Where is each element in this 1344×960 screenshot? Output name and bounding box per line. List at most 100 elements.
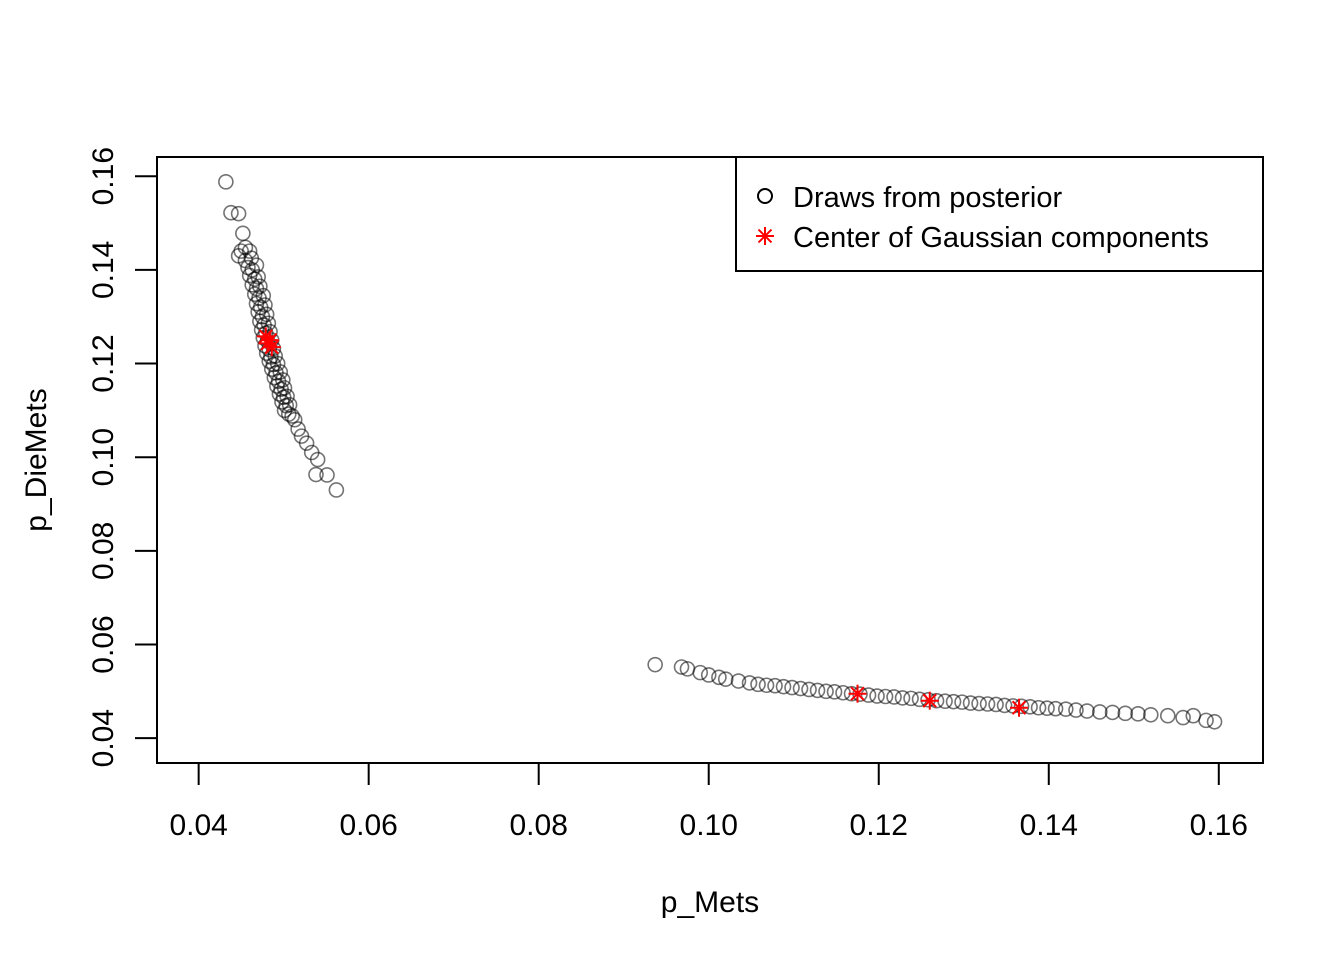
- posterior-draw-point: [218, 174, 234, 190]
- posterior-draw-point: [869, 688, 885, 704]
- data-points: [218, 174, 1223, 730]
- posterior-draw-point: [792, 680, 809, 697]
- posterior-draw-point: [1079, 703, 1095, 719]
- posterior-draw-point: [274, 394, 290, 410]
- y-tick-label: 0.08: [87, 522, 120, 580]
- posterior-draw-point: [1013, 698, 1030, 715]
- posterior-draw-point: [758, 677, 775, 694]
- posterior-draw-point: [319, 467, 335, 483]
- posterior-draw-point: [235, 225, 251, 242]
- posterior-draw-point: [894, 690, 911, 706]
- posterior-draw-point: [741, 675, 758, 691]
- posterior-draw-point: [1117, 705, 1134, 722]
- y-tick-label: 0.10: [87, 428, 120, 486]
- posterior-draw-point: [962, 695, 979, 711]
- x-tick-label: 0.12: [850, 809, 908, 842]
- x-axis-title: p_Mets: [661, 886, 759, 919]
- y-tick-label: 0.04: [87, 709, 120, 767]
- x-axis: 0.04 0.06 0.08 0.10 0.12 0.14 0.16: [169, 762, 1248, 842]
- posterior-draw-point: [250, 304, 266, 320]
- posterior-draw-point: [700, 667, 717, 683]
- posterior-draw-point: [818, 683, 834, 700]
- posterior-draw-point: [1047, 700, 1064, 717]
- gaussian-center-point: [920, 691, 939, 710]
- posterior-draw-point: [223, 204, 239, 221]
- y-tick-label: 0.14: [87, 241, 120, 299]
- posterior-draw-point: [996, 697, 1013, 714]
- posterior-draw-point: [886, 689, 902, 705]
- posterior-draw-point: [1091, 704, 1108, 720]
- x-tick-label: 0.14: [1020, 809, 1078, 842]
- y-tick-label: 0.12: [87, 334, 120, 392]
- legend-label-centers: Center of Gaussian components: [793, 222, 1209, 254]
- posterior-draw-point: [809, 682, 826, 699]
- posterior-draw-point: [298, 435, 315, 451]
- posterior-draw-point: [877, 688, 894, 705]
- posterior-draw-point: [1057, 701, 1074, 717]
- posterior-draw-point: [281, 396, 298, 413]
- legend: Draws from posterior Center of Gaussian …: [735, 156, 1264, 272]
- posterior-draw-point: [269, 378, 285, 394]
- posterior-draw-point: [784, 679, 800, 696]
- posterior-draw-point: [1039, 700, 1055, 717]
- posterior-draw-point: [272, 364, 289, 380]
- posterior-draw-point: [271, 386, 288, 402]
- posterior-draw-point: [911, 691, 928, 708]
- posterior-draw-point: [730, 673, 747, 689]
- y-axis-title: p_DieMets: [20, 388, 53, 531]
- legend-circle-icon: [757, 188, 773, 204]
- posterior-draw-point: [1206, 713, 1223, 730]
- posterior-draw-point: [801, 681, 817, 698]
- legend-label-draws: Draws from posterior: [793, 182, 1062, 214]
- posterior-draw-point: [717, 671, 734, 687]
- x-tick-label: 0.16: [1190, 809, 1248, 842]
- posterior-draw-point: [1030, 699, 1047, 716]
- posterior-draw-point: [692, 664, 709, 681]
- posterior-draw-point: [647, 656, 663, 673]
- posterior-draw-point: [1185, 707, 1202, 724]
- posterior-draw-point: [673, 659, 690, 675]
- x-tick-label: 0.06: [339, 809, 397, 842]
- posterior-draw-point: [1142, 706, 1159, 723]
- posterior-draw-point: [246, 286, 263, 303]
- posterior-draw-point: [775, 678, 792, 695]
- y-axis: 0.04 0.06 0.08 0.10 0.12 0.14 0.16: [87, 147, 158, 767]
- posterior-draw-point: [266, 369, 283, 386]
- posterior-draw-point: [250, 269, 266, 285]
- posterior-draw-point: [328, 482, 345, 498]
- posterior-draw-point: [979, 696, 996, 712]
- x-tick-label: 0.08: [510, 809, 568, 842]
- posterior-draw-point: [767, 677, 783, 694]
- posterior-draw-point: [286, 411, 303, 428]
- posterior-draw-point: [1104, 704, 1121, 721]
- posterior-draw-point: [826, 684, 843, 700]
- posterior-draw-point: [971, 695, 987, 712]
- posterior-draw-point: [903, 690, 919, 707]
- posterior-draw-point: [280, 406, 297, 422]
- legend-asterisk-mark: [756, 227, 774, 245]
- y-tick-label: 0.06: [87, 615, 120, 673]
- posterior-draw-point: [1159, 707, 1176, 724]
- y-tick-label: 0.16: [87, 147, 120, 205]
- posterior-draw-point: [750, 676, 766, 693]
- posterior-draw-point: [711, 669, 727, 686]
- x-tick-label: 0.10: [680, 809, 738, 842]
- posterior-draw-point: [1175, 709, 1191, 726]
- posterior-draw-point: [308, 466, 324, 483]
- posterior-draw-point: [1068, 702, 1084, 718]
- posterior-draw-point: [252, 278, 268, 295]
- posterior-draw-point: [263, 361, 280, 377]
- posterior-draw-point: [244, 277, 261, 293]
- gaussian-center-point: [262, 338, 281, 357]
- posterior-draw-point: [1198, 712, 1214, 729]
- legend-asterisk-icon: [756, 227, 774, 245]
- posterior-draw-point: [1130, 706, 1146, 722]
- posterior-draw-point: [248, 295, 265, 312]
- posterior-draw-point: [954, 694, 970, 710]
- gaussian-center-point: [1010, 698, 1029, 717]
- posterior-draw-point: [261, 353, 278, 369]
- posterior-draw-point: [860, 687, 877, 703]
- gaussian-center-point: [848, 684, 867, 703]
- posterior-draw-point: [945, 693, 962, 710]
